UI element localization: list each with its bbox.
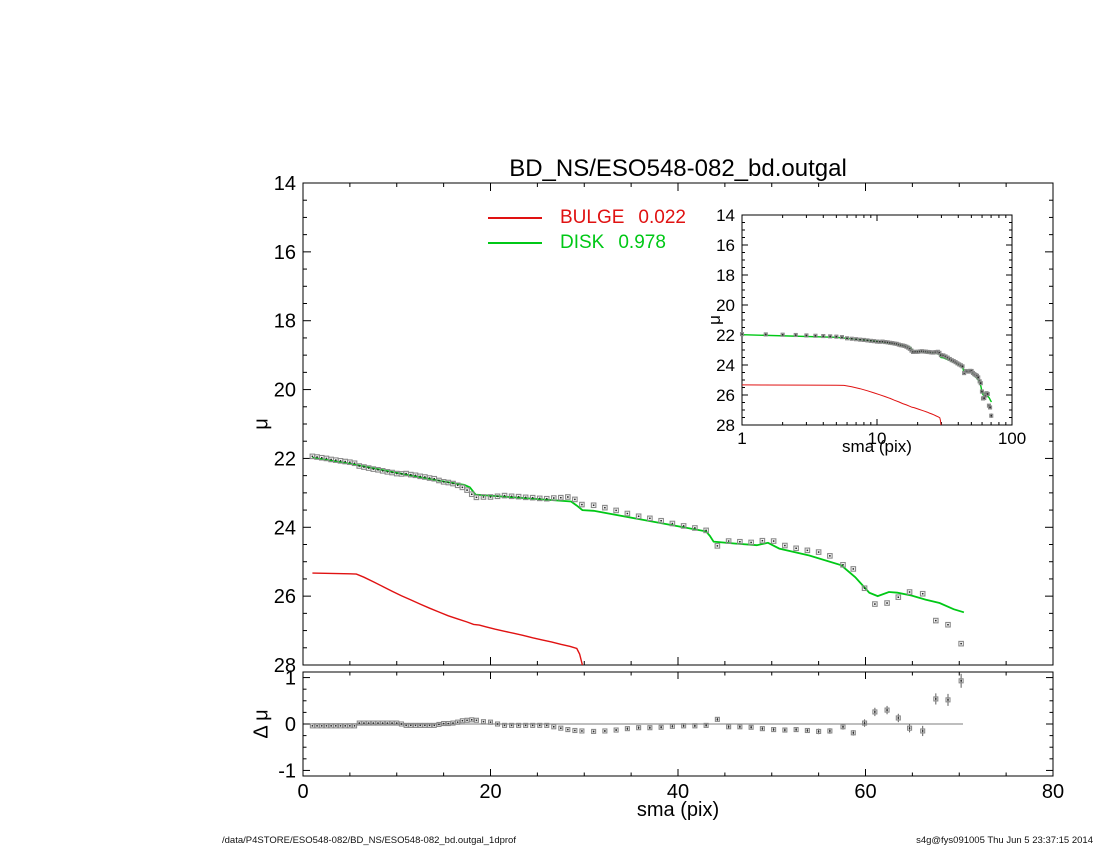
residual-y-axis-label: Δ μ — [250, 709, 273, 739]
main-y-tick-label: 20 — [274, 380, 296, 402]
resid-y-tick-label: 0 — [285, 714, 296, 736]
inset-y-tick-label: 18 — [716, 266, 735, 285]
inset-y-tick-label: 16 — [716, 236, 735, 255]
bulge-line-swatch — [488, 217, 542, 219]
main-ticks — [302, 182, 1054, 666]
resid-x-tick-label: 80 — [1042, 781, 1064, 803]
legend-value-bulge: 0.022 — [638, 207, 686, 228]
main-y-tick-label: 26 — [274, 586, 296, 608]
inset-y-tick-label: 28 — [716, 416, 735, 435]
legend-entry-disk: DISK 0.978 — [488, 232, 666, 254]
legend-entry-bulge: BULGE 0.022 — [488, 207, 686, 229]
inset-x-tick-label: 10 — [868, 429, 887, 448]
resid-x-tick-label: 0 — [297, 781, 308, 803]
plot-title: BD_NS/ESO548-082_bd.outgal — [509, 155, 847, 182]
resid-x-tick-label: 60 — [854, 781, 876, 803]
resid-x-tick-label: 40 — [667, 781, 689, 803]
inset-bulge-model-line — [741, 384, 942, 426]
inset-x-axis-label: sma (pix) — [842, 437, 912, 456]
main-y-tick-label: 24 — [274, 517, 296, 539]
resid-ticks — [302, 672, 1054, 776]
main-y-tick-label: 18 — [274, 311, 296, 333]
main-y-tick-label: 22 — [274, 448, 296, 470]
resid-y-tick-label: -1 — [278, 760, 296, 782]
resid-y-tick-label: 1 — [285, 668, 296, 690]
footer-user-timestamp: s4g@fys091005 Thu Jun 5 23:37:15 2014 — [916, 835, 1093, 846]
inset-x-tick-label: 1 — [737, 429, 746, 448]
legend-label-bulge: BULGE — [560, 207, 625, 228]
inset-panel: 1 10 100 14 16 18 20 22 24 26 28 — [716, 206, 1026, 448]
main-observed-profile-points — [309, 453, 964, 647]
inset-y-tick-label: 20 — [716, 296, 735, 315]
inset-disk-model-line — [741, 334, 993, 403]
inset-y-tick-label: 14 — [716, 206, 735, 225]
disk-line-swatch — [488, 242, 542, 244]
resid-residual-points — [309, 673, 964, 737]
inset-observed-profile-points — [739, 332, 994, 418]
inset-y-axis-label: μ — [705, 315, 724, 325]
main-y-tick-label: 28 — [274, 655, 296, 677]
inset-y-tick-label: 26 — [716, 386, 735, 405]
main-y-axis-label: μ — [250, 418, 273, 430]
x-axis-label: sma (pix) — [636, 799, 720, 821]
resid-x-tick-label: 20 — [479, 781, 501, 803]
main-disk-model-line — [312, 456, 965, 614]
inset-y-tick-label: 22 — [716, 326, 735, 345]
main-tick-labels: 14 16 18 20 22 24 26 28 — [274, 173, 296, 677]
main-y-tick-label: 16 — [274, 242, 296, 264]
inset-tick-labels: 1 10 100 14 16 18 20 22 24 26 28 — [716, 206, 1026, 448]
main-y-tick-label: 14 — [274, 173, 296, 195]
inset-y-tick-label: 24 — [716, 356, 735, 375]
legend-label-disk: DISK — [560, 232, 605, 253]
main-bulge-model-line — [312, 572, 584, 666]
legend-value-disk: 0.978 — [618, 232, 666, 253]
inset-x-tick-label: 100 — [998, 429, 1026, 448]
footer-file-path: /data/P4STORE/ESO548-082/BD_NS/ESO548-08… — [222, 835, 516, 846]
main-panel: 14 16 18 20 22 24 26 28 — [274, 173, 1054, 677]
